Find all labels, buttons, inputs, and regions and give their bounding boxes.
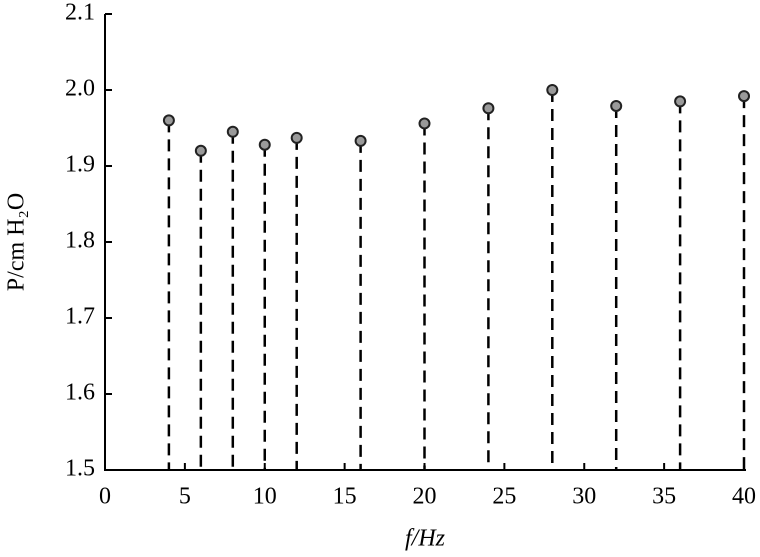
y-tick-label: 2.1 [65,0,95,26]
x-tick-label: 40 [732,484,756,510]
marker [194,144,207,157]
y-tick-label: 1.5 [65,456,95,482]
y-tick-label: 2.0 [65,76,95,102]
x-tick-label: 20 [413,484,437,510]
x-tick-label: 0 [99,484,111,510]
marker [610,99,623,112]
x-tick-label: 5 [179,484,191,510]
x-tick-label: 35 [652,484,676,510]
marker [738,90,750,103]
x-tick-label: 25 [492,484,516,510]
marker [354,134,367,147]
x-axis-label: f/Hz [405,526,446,552]
y-tick-label: 1.7 [65,304,95,330]
x-tick-label: 30 [572,484,596,510]
marker [162,114,175,127]
marker [674,95,687,108]
y-tick-label: 1.6 [65,380,95,406]
marker [482,102,495,115]
y-axis-label: P/cm H₂O [4,193,30,291]
marker [226,125,239,138]
x-tick-label: 10 [253,484,277,510]
marker [258,138,271,151]
y-tick-label: 1.9 [65,152,95,178]
marker [290,131,303,144]
marker [546,84,559,96]
marker [418,117,431,130]
y-tick-label: 1.8 [65,228,95,254]
x-tick-label: 15 [333,484,357,510]
